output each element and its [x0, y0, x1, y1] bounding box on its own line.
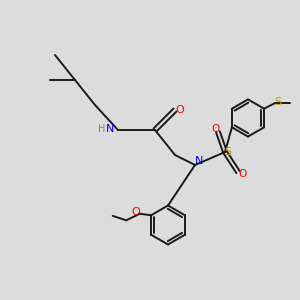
Text: O: O	[175, 105, 184, 115]
Text: S: S	[224, 147, 231, 157]
Text: O: O	[211, 124, 219, 134]
Text: O: O	[238, 169, 247, 179]
Text: N: N	[106, 124, 115, 134]
Text: N: N	[194, 156, 203, 167]
Text: H: H	[98, 124, 105, 134]
Text: S: S	[274, 97, 282, 107]
Text: O: O	[132, 207, 140, 217]
